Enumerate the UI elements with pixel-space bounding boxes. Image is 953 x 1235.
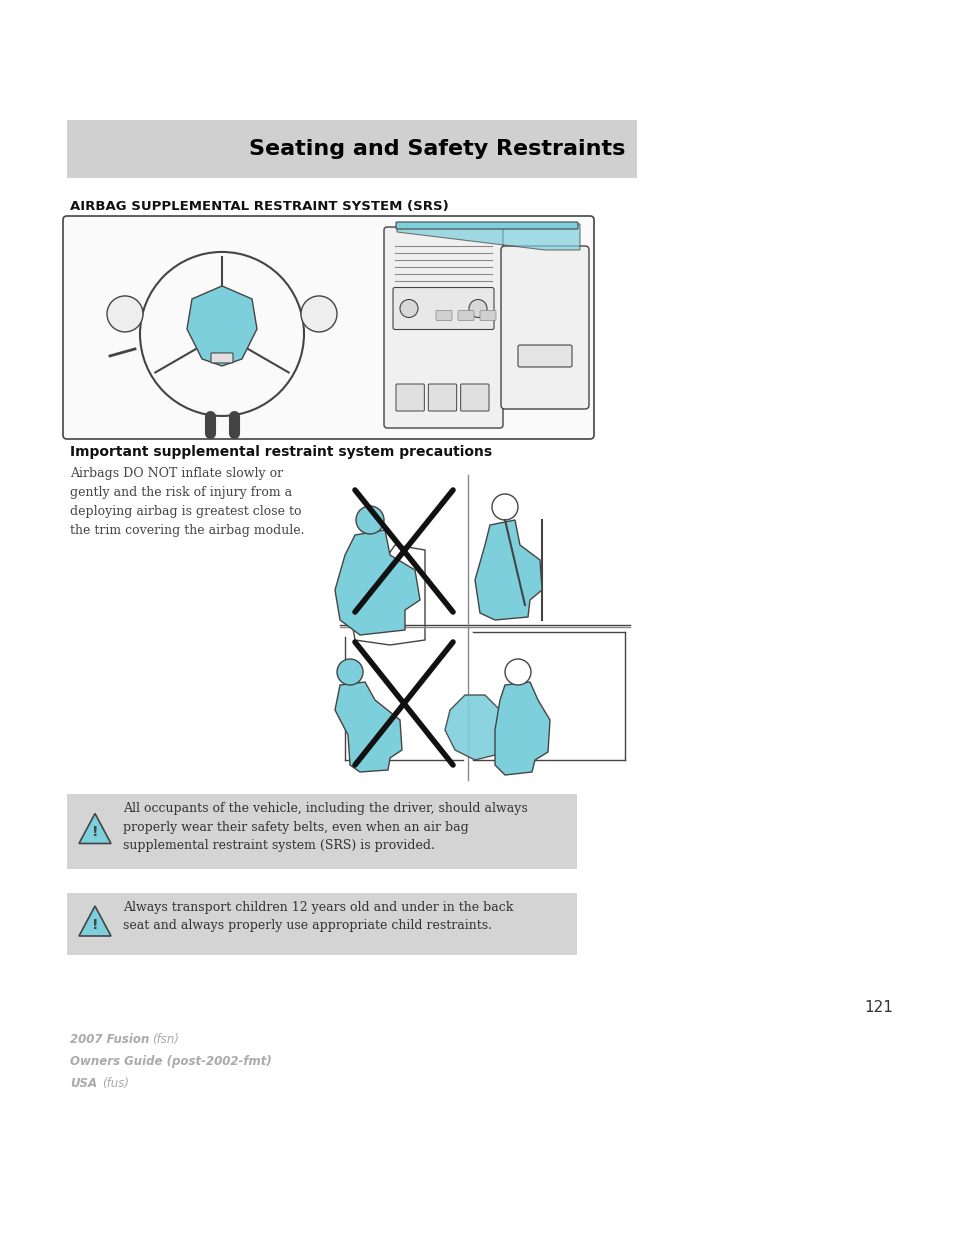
FancyBboxPatch shape bbox=[339, 475, 468, 627]
FancyBboxPatch shape bbox=[457, 310, 474, 321]
Text: !: ! bbox=[91, 825, 98, 840]
Text: Airbags DO NOT inflate slowly or
gently and the risk of injury from a
deploying : Airbags DO NOT inflate slowly or gently … bbox=[70, 467, 304, 537]
Circle shape bbox=[469, 300, 486, 317]
Text: All occupants of the vehicle, including the driver, should always
properly wear : All occupants of the vehicle, including … bbox=[123, 802, 527, 852]
Polygon shape bbox=[187, 287, 256, 366]
Text: AIRBAG SUPPLEMENTAL RESTRAINT SYSTEM (SRS): AIRBAG SUPPLEMENTAL RESTRAINT SYSTEM (SR… bbox=[70, 200, 448, 212]
Polygon shape bbox=[335, 682, 401, 772]
FancyBboxPatch shape bbox=[395, 384, 424, 411]
Text: 121: 121 bbox=[863, 999, 893, 1014]
FancyBboxPatch shape bbox=[500, 246, 588, 409]
Polygon shape bbox=[79, 814, 111, 844]
FancyBboxPatch shape bbox=[517, 345, 572, 367]
Circle shape bbox=[355, 506, 384, 534]
Text: Important supplemental restraint system precautions: Important supplemental restraint system … bbox=[70, 445, 492, 459]
Polygon shape bbox=[335, 530, 419, 635]
Polygon shape bbox=[396, 224, 579, 249]
Polygon shape bbox=[79, 906, 111, 936]
FancyBboxPatch shape bbox=[67, 794, 577, 869]
Circle shape bbox=[492, 494, 517, 520]
FancyBboxPatch shape bbox=[211, 353, 233, 363]
Circle shape bbox=[399, 300, 417, 317]
Circle shape bbox=[107, 296, 143, 332]
Text: 2007 Fusion: 2007 Fusion bbox=[70, 1032, 150, 1046]
FancyBboxPatch shape bbox=[384, 227, 502, 429]
FancyBboxPatch shape bbox=[460, 384, 489, 411]
Text: Owners Guide (post-2002-fmt): Owners Guide (post-2002-fmt) bbox=[70, 1055, 272, 1068]
FancyBboxPatch shape bbox=[67, 120, 637, 178]
FancyBboxPatch shape bbox=[393, 288, 494, 330]
FancyBboxPatch shape bbox=[479, 310, 496, 321]
Circle shape bbox=[336, 659, 363, 685]
Text: (fus): (fus) bbox=[102, 1077, 129, 1091]
FancyBboxPatch shape bbox=[395, 222, 578, 228]
FancyBboxPatch shape bbox=[67, 893, 577, 955]
Polygon shape bbox=[495, 682, 550, 776]
Text: !: ! bbox=[91, 918, 98, 932]
FancyBboxPatch shape bbox=[436, 310, 452, 321]
FancyBboxPatch shape bbox=[63, 216, 594, 438]
Text: USA: USA bbox=[70, 1077, 97, 1091]
Polygon shape bbox=[475, 520, 541, 620]
Circle shape bbox=[301, 296, 336, 332]
Text: (fsn): (fsn) bbox=[152, 1032, 179, 1046]
Polygon shape bbox=[444, 695, 504, 760]
FancyBboxPatch shape bbox=[428, 384, 456, 411]
Circle shape bbox=[504, 659, 531, 685]
Text: Always transport children 12 years old and under in the back
seat and always pro: Always transport children 12 years old a… bbox=[123, 902, 513, 932]
Text: Seating and Safety Restraints: Seating and Safety Restraints bbox=[249, 140, 624, 159]
